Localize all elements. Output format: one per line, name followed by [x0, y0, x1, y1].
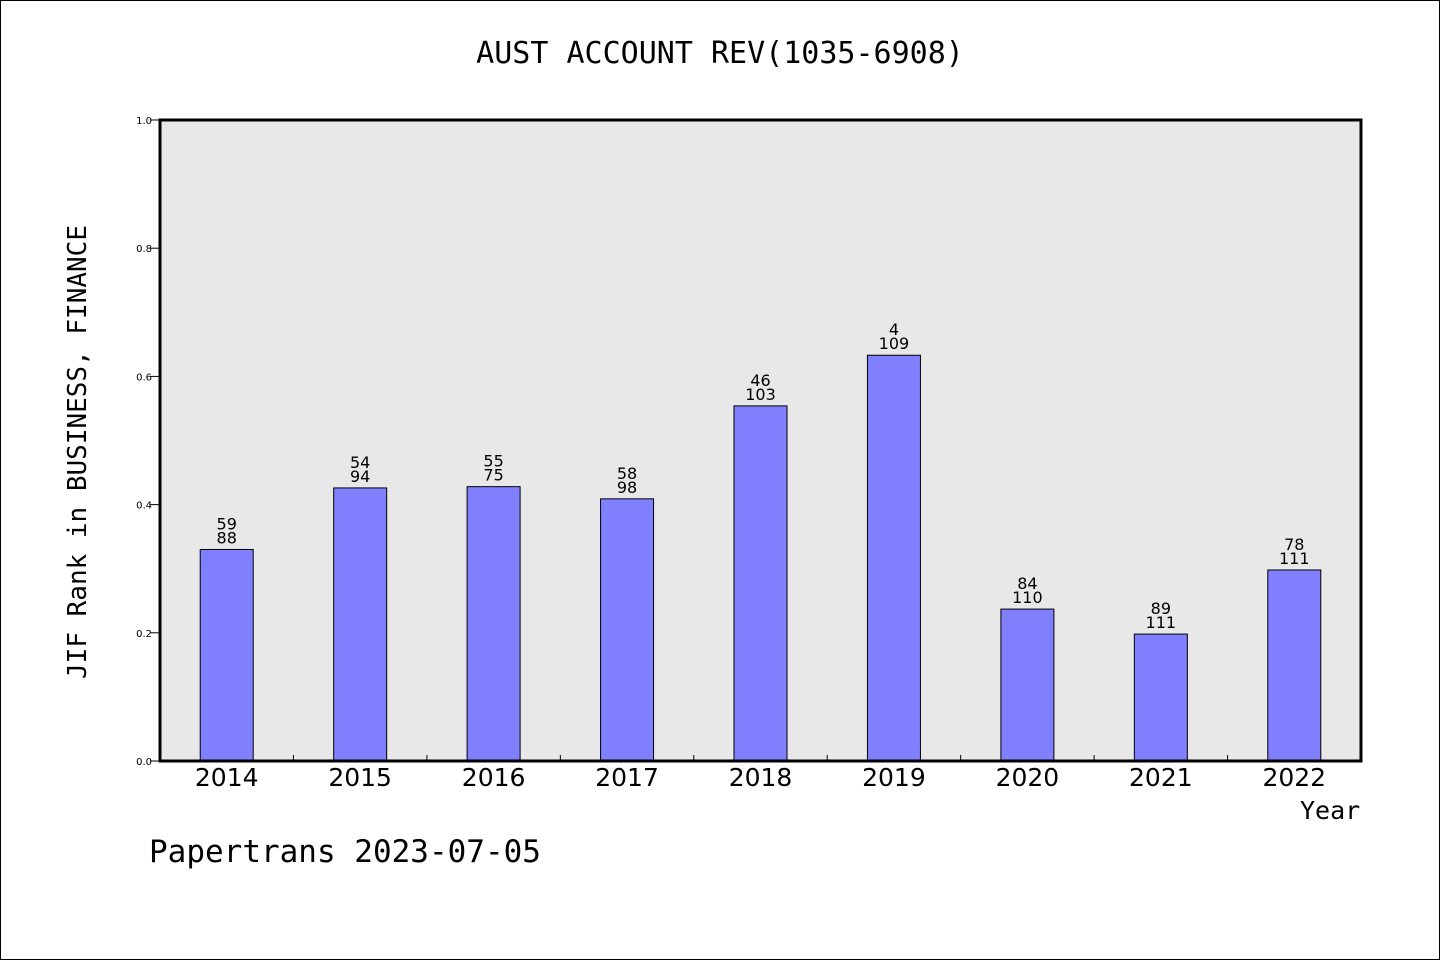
- x-tick-label: 2014: [195, 763, 259, 792]
- y-tick-label: 0.0: [136, 757, 152, 768]
- bar-label-total: 109: [879, 334, 910, 353]
- x-tick-label: 2019: [862, 763, 926, 792]
- bar-label-rank: 54: [350, 453, 370, 472]
- bar-label-total: 110: [1012, 588, 1043, 607]
- bar: [1133, 633, 1188, 762]
- y-tick-label: 0.2: [136, 629, 152, 640]
- x-axis-label: Year: [1300, 796, 1361, 825]
- x-tick-label: 2021: [1129, 763, 1193, 792]
- bar-label-rank: 58: [617, 464, 637, 483]
- bar-label-rank: 89: [1151, 599, 1171, 618]
- y-tick-label: 0.6: [136, 372, 152, 383]
- bar-label-total: 111: [1279, 549, 1310, 568]
- bar-label-rank: 46: [750, 371, 770, 390]
- bar: [600, 498, 655, 762]
- bar-label-total: 98: [617, 478, 637, 497]
- x-tick-label: 2020: [996, 763, 1060, 792]
- plot-border: [158, 118, 1363, 763]
- bar: [466, 486, 521, 762]
- x-tick-label: 2017: [595, 763, 659, 792]
- bar-label-rank: 55: [483, 452, 503, 471]
- bar-label-total: 111: [1146, 613, 1177, 632]
- bar: [866, 354, 921, 762]
- bar-label-rank: 84: [1017, 574, 1037, 593]
- bar: [1267, 569, 1322, 762]
- bar: [333, 487, 388, 762]
- bar-label-total: 103: [745, 385, 776, 404]
- y-tick-label: 0.4: [136, 501, 152, 512]
- x-tick-label: 2016: [462, 763, 526, 792]
- bar-label-rank: 4: [889, 320, 899, 339]
- x-tick-label: 2015: [328, 763, 392, 792]
- chart-title: AUST ACCOUNT REV(1035-6908): [476, 36, 964, 71]
- footer-credit: Papertrans 2023-07-05: [149, 834, 541, 870]
- bar-label-rank: 59: [217, 514, 237, 533]
- bar: [733, 405, 788, 762]
- bar: [199, 548, 254, 762]
- x-tick-label: 2018: [729, 763, 793, 792]
- y-tick-label: 1.0: [136, 116, 152, 127]
- y-tick-label: 0.8: [136, 244, 152, 255]
- bar-label-total: 88: [217, 528, 237, 547]
- x-tick-label: 2022: [1262, 763, 1326, 792]
- bar-label-rank: 78: [1284, 535, 1304, 554]
- bar-label-total: 75: [483, 466, 503, 485]
- bar: [1000, 608, 1055, 762]
- bar-label-total: 94: [350, 467, 370, 486]
